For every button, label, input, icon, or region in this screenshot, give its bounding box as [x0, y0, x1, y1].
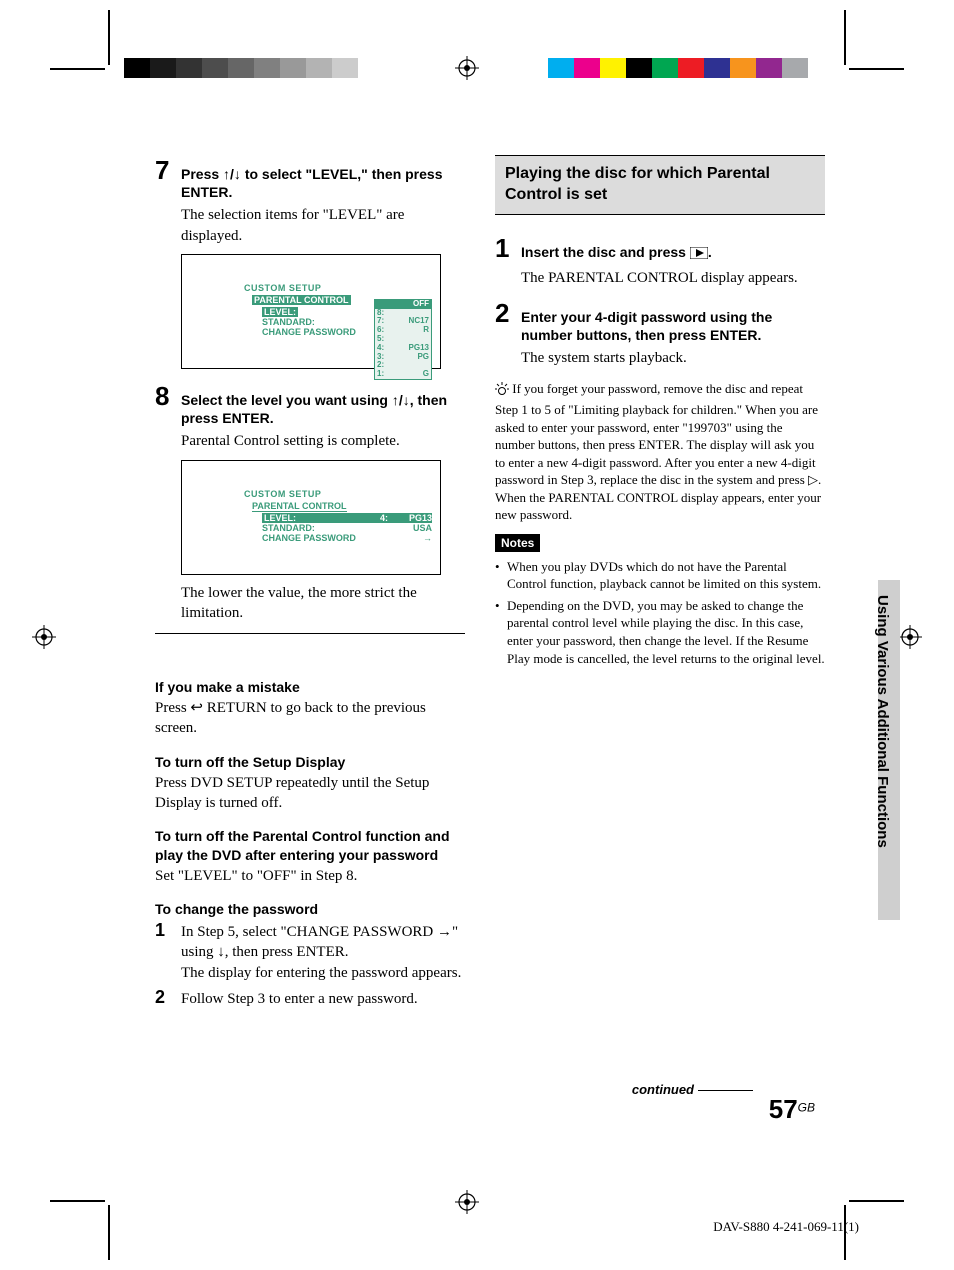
registration-mark	[32, 625, 56, 649]
body-text: Set "LEVEL" to "OFF" in Step 8.	[155, 866, 465, 886]
crop-mark	[50, 68, 105, 70]
divider	[155, 633, 465, 634]
onscreen-menu: CUSTOM SETUP PARENTAL CONTROL LEVEL:STAN…	[181, 254, 441, 369]
onscreen-menu: CUSTOM SETUP PARENTAL CONTROL LEVEL:4:PG…	[181, 460, 441, 575]
menu-subtitle: PARENTAL CONTROL	[252, 295, 351, 305]
step-number: 8	[155, 381, 181, 412]
menu-title: CUSTOM SETUP	[244, 283, 321, 293]
step-number: 2	[155, 987, 181, 1008]
step-number: 2	[495, 298, 521, 329]
step-heading: Select the level you want using ↑/↓, the…	[181, 391, 465, 427]
notes-list: •When you play DVDs which do not have th…	[495, 558, 825, 667]
step-body: The PARENTAL CONTROL display appears.	[521, 268, 825, 288]
body-text: The lower the value, the more strict the…	[181, 583, 465, 624]
menu-title: CUSTOM SETUP	[244, 489, 321, 499]
side-tab-label: Using Various Additional Functions	[874, 595, 891, 848]
section-heading: Playing the disc for which Parental Cont…	[495, 155, 825, 215]
step-heading: Insert the disc and press .	[521, 243, 712, 263]
sub-heading: To turn off the Parental Control functio…	[155, 827, 465, 863]
step-body: Follow Step 3 to enter a new password.	[181, 989, 418, 1009]
play-icon	[690, 245, 708, 263]
page-content: 7 Press ↑/↓ to select "LEVEL," then pres…	[155, 155, 835, 1125]
body-text: Press DVD SETUP repeatedly until the Set…	[155, 773, 465, 814]
crop-mark	[50, 1200, 105, 1202]
crop-mark	[108, 10, 110, 65]
tip-paragraph: If you forget your password, remove the …	[495, 380, 825, 523]
step-body: The selection items for "LEVEL" are disp…	[181, 205, 465, 246]
page-number: 57GB	[769, 1094, 815, 1125]
step-number: 1	[495, 233, 521, 264]
right-column: Playing the disc for which Parental Cont…	[495, 155, 825, 1013]
body-text: Press ↩ RETURN to go back to the previou…	[155, 698, 465, 739]
crop-mark	[108, 1205, 110, 1260]
registration-mark	[455, 56, 479, 80]
color-bar	[548, 58, 808, 78]
crop-mark	[849, 68, 904, 70]
step-body: Parental Control setting is complete.	[181, 431, 465, 451]
registration-mark	[898, 625, 922, 649]
grayscale-bar	[124, 58, 384, 78]
step-number: 7	[155, 155, 181, 186]
menu-subtitle: PARENTAL CONTROL	[252, 501, 347, 512]
footer-text: DAV-S880 4-241-069-11(1)	[713, 1219, 859, 1235]
crop-mark	[849, 1200, 904, 1202]
registration-mark	[455, 1190, 479, 1214]
continued-label: continued	[632, 1082, 753, 1097]
notes-label: Notes	[495, 534, 540, 552]
sub-heading: To turn off the Setup Display	[155, 753, 465, 771]
step-number: 1	[155, 920, 181, 941]
sub-heading: To change the password	[155, 900, 465, 918]
sub-heading: If you make a mistake	[155, 678, 465, 696]
step-body: The system starts playback.	[521, 348, 825, 368]
step-heading: Press ↑/↓ to select "LEVEL," then press …	[181, 165, 465, 201]
crop-mark	[844, 10, 846, 65]
step-body: In Step 5, select "CHANGE PASSWORD →" us…	[181, 922, 465, 983]
left-column: 7 Press ↑/↓ to select "LEVEL," then pres…	[155, 155, 465, 1013]
step-heading: Enter your 4-digit password using the nu…	[521, 308, 825, 344]
tip-icon	[495, 382, 509, 401]
